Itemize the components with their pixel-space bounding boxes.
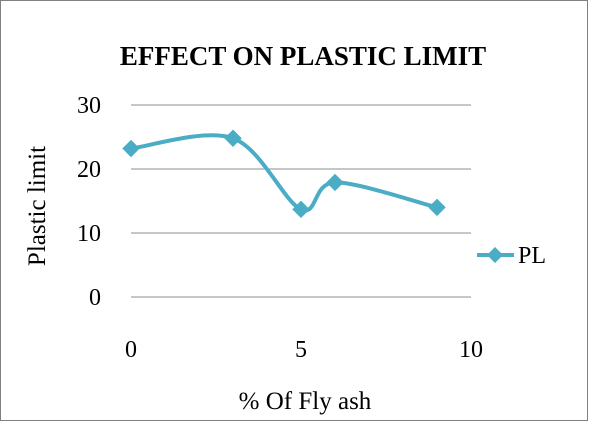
data-point-marker bbox=[326, 173, 344, 192]
series-line-pl bbox=[129, 133, 439, 213]
legend-label-pl: PL bbox=[518, 243, 546, 269]
x-tick-labels: 0 5 10 bbox=[125, 337, 483, 363]
data-point-marker bbox=[224, 129, 242, 147]
data-point-marker bbox=[428, 198, 446, 217]
data-point-marker bbox=[122, 139, 140, 158]
y-axis-label: Plastic limit bbox=[24, 146, 51, 266]
series-markers bbox=[122, 129, 446, 219]
x-tick-label: 5 bbox=[295, 337, 307, 363]
x-tick-label: 0 bbox=[125, 337, 137, 363]
y-tick-label: 0 bbox=[89, 285, 101, 311]
y-tick-label: 20 bbox=[77, 157, 101, 183]
y-tick-label: 30 bbox=[77, 93, 101, 119]
data-point-marker bbox=[292, 200, 310, 219]
legend-marker bbox=[487, 247, 503, 263]
y-tick-labels: 0 10 20 30 bbox=[77, 93, 101, 311]
y-tick-label: 10 bbox=[77, 221, 101, 247]
x-tick-label: 10 bbox=[459, 337, 483, 363]
legend: PL bbox=[477, 243, 546, 269]
chart-title: EFFECT ON PLASTIC LIMIT bbox=[120, 41, 486, 71]
x-axis-label: % Of Fly ash bbox=[239, 388, 372, 415]
